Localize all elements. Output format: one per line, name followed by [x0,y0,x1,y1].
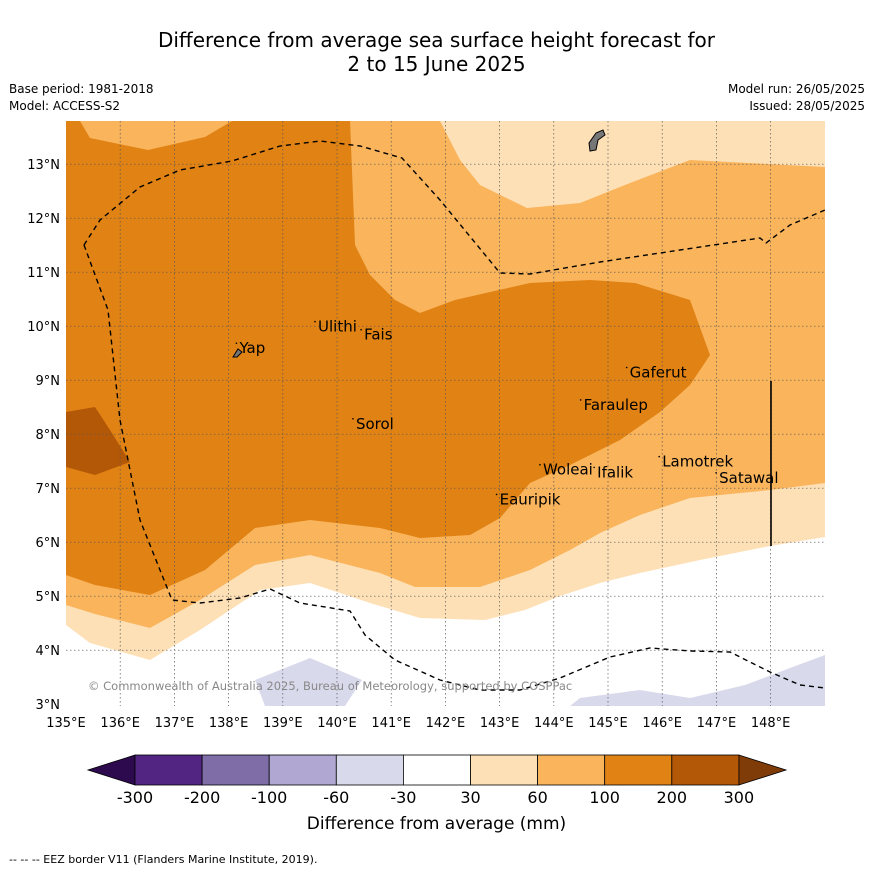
lat-tick-label: 9°N [36,374,61,389]
lon-tick-label: 146°E [642,716,682,731]
lon-tick-label: 135°E [46,716,86,731]
lat-tick-label: 10°N [27,320,60,335]
eez-border-west [83,244,825,691]
lat-tick-label: 5°N [36,590,61,605]
guam-island-icon [588,129,606,152]
colorbar-tick-label: 200 [657,788,688,807]
lat-tick-label: 8°N [36,428,61,443]
lon-tick-label: 145°E [588,716,628,731]
lat-tick-label: 4°N [36,644,61,659]
lon-tick-label: 144°E [534,716,574,731]
colorbar-bin [335,754,404,786]
meta-left: Base period: 1981-2018 Model: ACCESS-S2 [9,81,154,115]
colorbar-over-arrow [738,754,788,786]
base-period-text: Base period: 1981-2018 [9,82,154,96]
lon-tick-label: 142°E [426,716,466,731]
place-marker [539,463,541,466]
lon-tick-label: 138°E [209,716,249,731]
colorbar-bin [268,754,337,786]
place-marker [352,418,354,420]
colorbar-under-arrow [86,754,136,786]
issued-text: Issued: 28/05/2025 [749,99,865,113]
colorbar-tick-label: -30 [390,788,416,807]
eez-border-north [83,140,825,275]
lat-tick-label: 7°N [36,482,61,497]
lon-tick-label: 140°E [317,716,357,731]
colorbar-tick-label: 60 [527,788,547,807]
colorbar-tick-label: 300 [724,788,755,807]
lat-tick-label: 11°N [27,266,60,281]
colorbar-tick-label: -60 [323,788,349,807]
colorbar-title: Difference from average (mm) [306,814,567,834]
lat-tick-label: 13°N [27,158,60,173]
colorbar-tick-label: -200 [184,788,220,807]
lon-tick-label: 148°E [751,716,791,731]
place-marker [625,366,628,369]
place-label: Faraulep [584,396,648,414]
contour-200-300-west [66,407,130,475]
map-plot-area: Yap Ulithi Fais Sorol Gaferut Faraulep Woleai I… [66,121,825,706]
colorbar-bin [402,754,471,786]
colorbar-bin [201,754,270,786]
colorbar-bin [604,754,673,786]
colorbar-bin [470,754,538,786]
place-label: Gaferut [630,364,687,382]
contour-negative-west [255,658,362,706]
place-label: Sorol [356,415,394,433]
place-marker [235,342,238,345]
contour-100-200-top-lobe [66,121,232,150]
place-label: Lamotrek [662,453,733,471]
place-marker [314,320,316,323]
contour-100-200 [66,121,710,595]
place-label: Eauripik [500,490,561,508]
model-run-text: Model run: 26/05/2025 [727,82,865,96]
contour-negative-east [570,655,825,706]
lat-tick-label: 12°N [27,212,60,227]
lon-tick-label: 141°E [371,716,411,731]
place-label: Woleai [543,461,593,479]
copyright-text: © Commonwealth of Australia 2025, Bureau… [88,679,572,693]
place-marker [579,399,582,401]
title-line-2: 2 to 15 June 2025 [347,52,526,76]
lon-tick-label: 139°E [263,716,303,731]
place-marker [715,472,717,474]
place-marker [593,466,595,469]
place-marker [495,493,498,496]
eez-legend-text: -- -- -- EEZ border V11 (Flanders Marine… [9,853,318,866]
place-label: Ifalik [597,463,633,481]
colorbar-bin [134,754,203,786]
meta-right: Model run: 26/05/2025 Issued: 28/05/2025 [728,81,865,115]
colorbar-tick-label: -100 [251,788,287,807]
model-text: Model: ACCESS-S2 [9,99,121,113]
lon-tick-label: 147°E [697,716,737,731]
lat-tick-label: 6°N [36,536,61,551]
place-marker [360,328,362,331]
place-labels: Yap Ulithi Fais Sorol Gaferut Faraulep Woleai I… [235,318,779,508]
map-gridlines [66,121,825,706]
yap-island-icon [232,348,243,358]
colorbar-tick-label: -300 [117,788,153,807]
lon-tick-label: 137°E [155,716,195,731]
place-label: Yap [238,339,265,357]
axis-labels: 135°E 136°E 137°E 138°E 139°E 140°E 141°E 142°E… [27,158,790,731]
lat-tick-label: 3°N [36,698,61,713]
title-line-1: Difference from average sea surface heig… [157,28,716,52]
lon-tick-label: 143°E [480,716,520,731]
place-label: Satawal [719,469,778,487]
colorbar: -300 -200 -100 -60 -30 30 60 100 200 300 [86,754,788,807]
chart-title: Difference from average sea surface heig… [0,28,873,76]
colorbar-tick-label: 100 [589,788,620,807]
colorbar-bin [671,754,740,786]
place-label: Ulithi [318,318,357,336]
colorbar-tick-label: 30 [460,788,480,807]
place-label: Fais [364,326,393,344]
place-marker [658,455,660,458]
lon-tick-label: 136°E [100,716,140,731]
colorbar-bin [537,754,606,786]
